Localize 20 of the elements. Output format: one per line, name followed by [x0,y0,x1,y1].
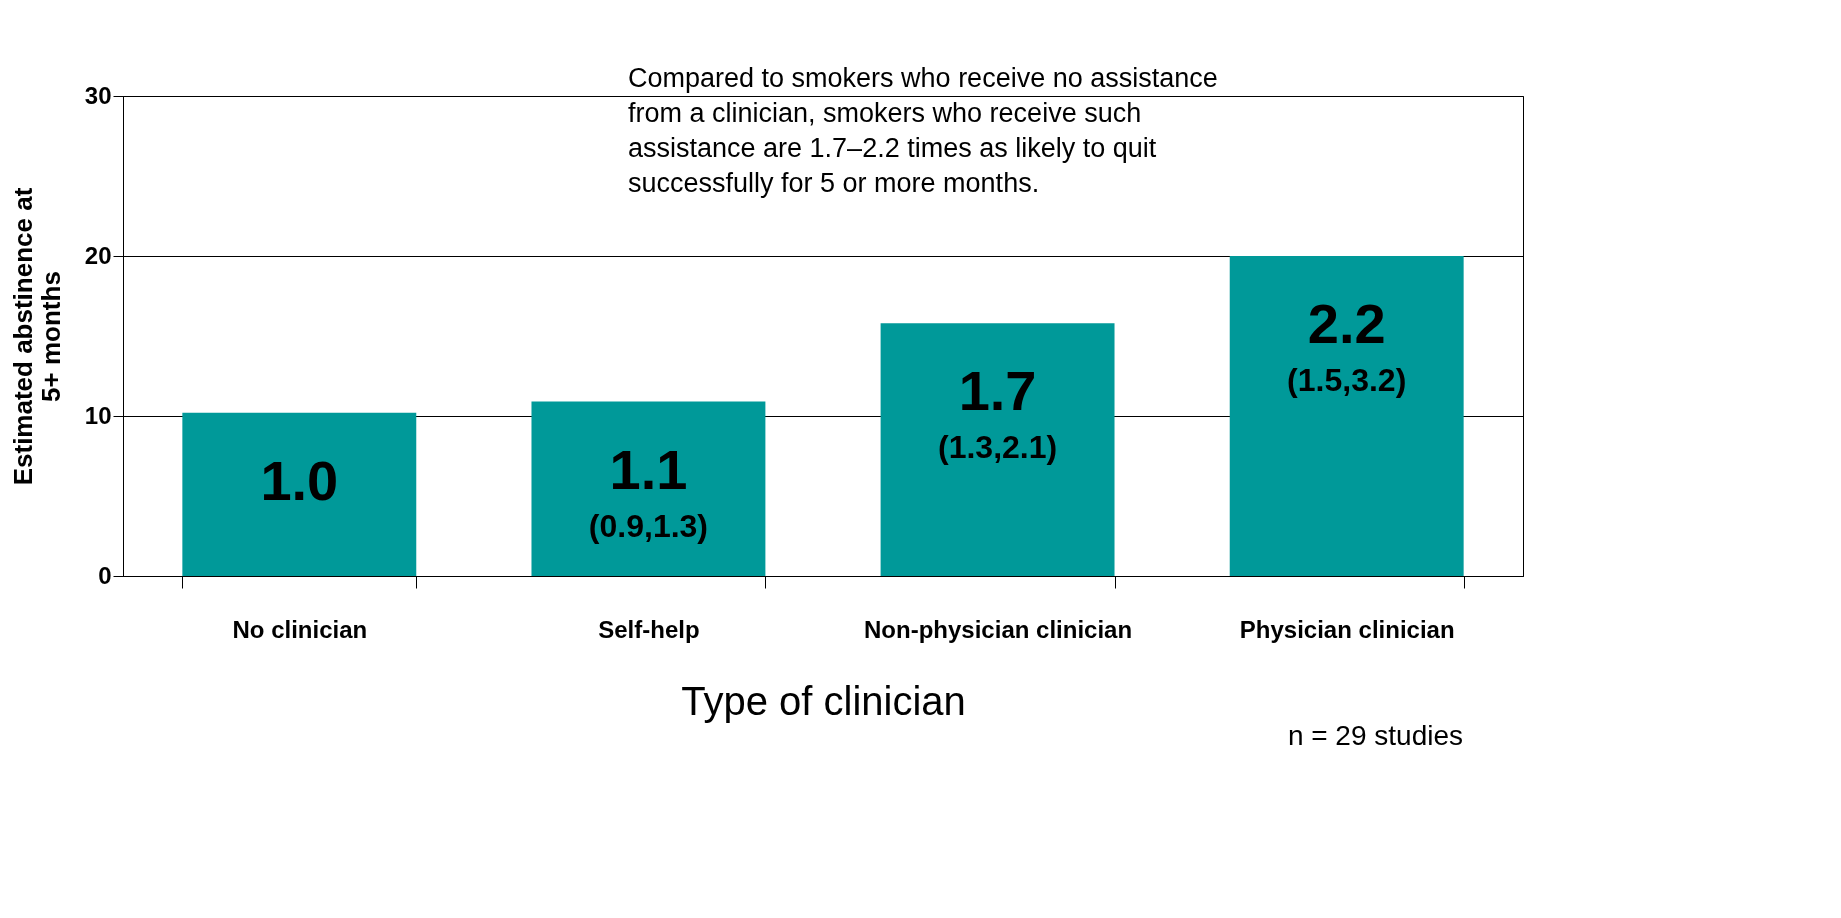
bar [1229,256,1464,576]
x-axis-title: Type of clinician [681,678,966,723]
x-tick-label: Physician clinician [1239,615,1455,643]
text: n = 29 studies [1287,720,1463,751]
text: 1.1 (0.9,1.3) [588,437,709,544]
annotation: 1.0 [260,448,339,512]
y-tick-label: 0 [98,561,112,589]
y-tick-label: 10 [84,401,112,429]
annotation: Compared to smokers who receive no assistance from a clinician, smokers who receive such assistance are 1.7–2.2 times as likely to quit successfully for 5 or more months. [628,63,1218,198]
bar [531,401,766,576]
bar [182,412,417,576]
y-tick-label: 20 [84,241,112,269]
x-tick-label: Non-physician clinician [864,615,1133,643]
y-axis-title: Estimated abstinence at 5+ months [7,187,66,486]
bar [880,323,1115,576]
x-tick-label: Self-help [598,615,700,643]
text: 1.7 (1.3,2.1) [937,359,1058,466]
text: 2.2 (1.5,3.2) [1287,292,1407,398]
y-tick-label: 30 [84,81,112,109]
x-tick-label: No clinician [232,615,368,643]
